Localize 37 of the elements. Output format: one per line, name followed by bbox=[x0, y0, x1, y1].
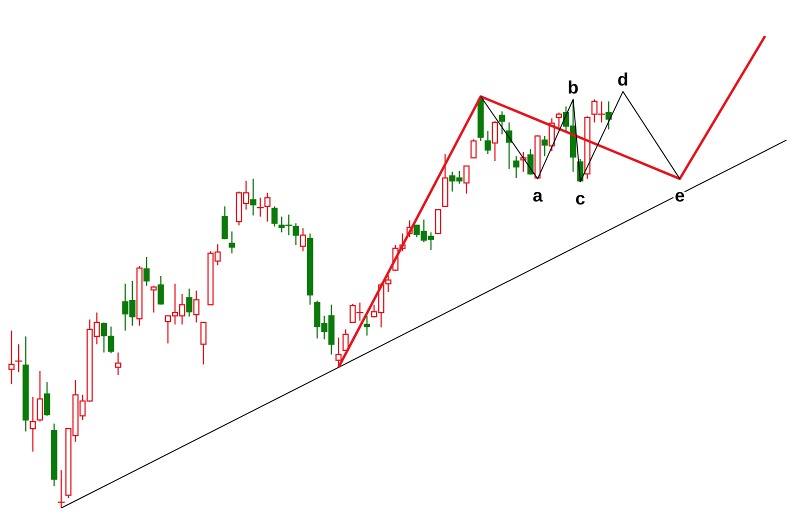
candlestick bbox=[108, 326, 114, 354]
candlestick bbox=[513, 156, 520, 179]
candlestick bbox=[158, 275, 164, 306]
candlestick bbox=[498, 110, 506, 135]
candlestick bbox=[300, 228, 306, 252]
candlestick bbox=[8, 330, 15, 385]
candlestick bbox=[36, 370, 44, 422]
candlestick bbox=[342, 328, 349, 351]
candlestick bbox=[30, 396, 36, 452]
annotation: b bbox=[568, 77, 579, 98]
candlestick bbox=[271, 206, 278, 228]
candlestick bbox=[385, 274, 392, 293]
candlestick bbox=[44, 381, 50, 416]
candlestick bbox=[222, 206, 228, 240]
candlestick bbox=[100, 322, 108, 354]
candlestick bbox=[228, 230, 235, 254]
candlestick bbox=[264, 192, 271, 222]
candlestick bbox=[115, 352, 122, 376]
candlestick bbox=[556, 112, 562, 129]
candlestick bbox=[542, 135, 548, 157]
candlestick bbox=[292, 222, 299, 246]
annotation: a bbox=[532, 186, 544, 206]
candlestick bbox=[150, 285, 157, 314]
candlestick bbox=[606, 100, 612, 130]
candlestick bbox=[484, 130, 491, 155]
candlestick bbox=[470, 138, 477, 158]
candlestick bbox=[434, 209, 442, 234]
candlestick bbox=[186, 288, 192, 318]
candlestick bbox=[492, 120, 498, 162]
candlestick bbox=[364, 315, 370, 336]
annotation: c bbox=[575, 188, 586, 208]
candlestick bbox=[143, 256, 150, 286]
candlestick bbox=[200, 322, 207, 365]
candlestick bbox=[463, 165, 470, 194]
candlestick bbox=[193, 290, 200, 324]
candlestick bbox=[250, 178, 256, 216]
annotation: d bbox=[617, 70, 628, 90]
